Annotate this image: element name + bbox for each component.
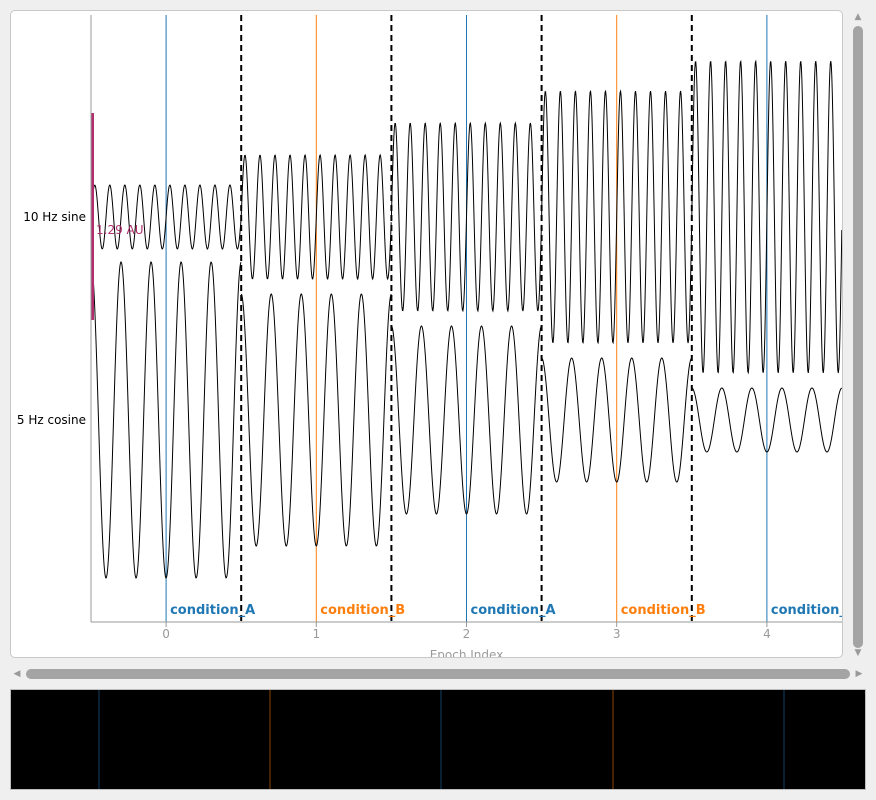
scale-bar-label: 1.29 AU <box>96 223 144 237</box>
overview-bar[interactable] <box>10 689 866 790</box>
plot-panel[interactable]: 1.29 AU condition_A condition_B condition_A… <box>10 10 843 658</box>
channel-label-0: 10 Hz sine <box>23 210 86 224</box>
epochs-plot[interactable]: 1.29 AU condition_A condition_B condition_A… <box>11 11 843 658</box>
event-label-3: condition_B <box>621 603 706 618</box>
x-tick-label-4: 4 <box>763 627 771 641</box>
vertical-scroll-thumb[interactable] <box>853 26 863 648</box>
horizontal-scrollbar[interactable]: ◀ ▶ <box>10 666 866 682</box>
channel-label-1: 5 Hz cosine <box>17 413 86 427</box>
x-tick-label-0: 0 <box>162 627 170 641</box>
scroll-down-icon[interactable]: ▼ <box>854 648 862 658</box>
x-tick-label-1: 1 <box>312 627 320 641</box>
scroll-right-icon[interactable]: ▶ <box>855 669 863 679</box>
event-label-0: condition_A <box>170 603 255 618</box>
scale-bar <box>91 113 94 320</box>
vertical-scrollbar[interactable]: ▲ ▼ <box>850 10 866 660</box>
overview-plot[interactable] <box>11 690 866 790</box>
vertical-scroll-track[interactable] <box>853 26 863 648</box>
trace-0 <box>91 59 842 375</box>
trace-1 <box>91 261 842 579</box>
scroll-up-icon[interactable]: ▲ <box>854 12 862 22</box>
x-axis-label: Epoch Index <box>430 648 504 658</box>
horizontal-scroll-track[interactable] <box>26 669 850 679</box>
scroll-left-icon[interactable]: ◀ <box>13 669 21 679</box>
event-label-2: condition_A <box>471 603 556 618</box>
event-label-1: condition_B <box>320 603 405 618</box>
horizontal-scroll-thumb[interactable] <box>26 669 850 679</box>
x-tick-label-3: 3 <box>613 627 621 641</box>
event-label-4: condition_A <box>771 603 843 618</box>
x-tick-label-2: 2 <box>463 627 471 641</box>
